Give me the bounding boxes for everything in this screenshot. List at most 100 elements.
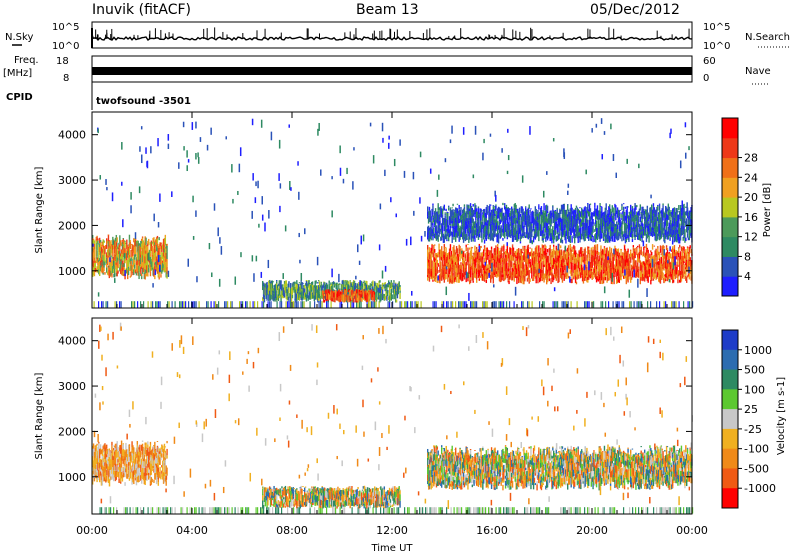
- echo-cell: [608, 226, 610, 233]
- echo-cell: [153, 242, 155, 247]
- echo-cell: [605, 234, 607, 238]
- echo-cell: [162, 238, 165, 247]
- echo-cell: [652, 203, 655, 207]
- echo-cell: [530, 266, 532, 274]
- echo-cell: [347, 290, 349, 292]
- echo-cell: [455, 217, 457, 223]
- echo-cell: [644, 270, 647, 278]
- echo-cell: [649, 207, 651, 209]
- echo-cell: [281, 301, 283, 308]
- echo-cell: [536, 215, 538, 221]
- echo-cell: [364, 295, 366, 299]
- echo-cell: [559, 227, 561, 236]
- echo-cell: [567, 260, 570, 266]
- echo-cell: [491, 213, 494, 222]
- echo-cell: [431, 229, 433, 237]
- echo-cell: [595, 246, 597, 251]
- echo-cell: [660, 263, 663, 267]
- echo-cell: [563, 252, 565, 257]
- echo-cell: [504, 211, 507, 218]
- echo-cell: [269, 279, 271, 284]
- echo-cell: [350, 301, 352, 308]
- echo-cell: [354, 295, 356, 303]
- echo-cell: [616, 221, 618, 224]
- echo-cell: [515, 264, 517, 273]
- echo-cell: [120, 301, 122, 308]
- echo-cell: [508, 212, 510, 221]
- echo-cell: [672, 250, 675, 257]
- echo-cell: [564, 229, 566, 237]
- echo-cell: [664, 260, 666, 268]
- echo-cell: [615, 301, 617, 308]
- echo-cell: [511, 261, 513, 268]
- echo-cell: [165, 267, 167, 272]
- echo-cell: [544, 235, 546, 239]
- echo-cell: [471, 247, 474, 249]
- echo-cell: [637, 254, 639, 258]
- echo-cell: [557, 232, 559, 238]
- echo-cell: [441, 225, 444, 234]
- echo-cell: [597, 259, 600, 264]
- echo-cell: [663, 212, 665, 218]
- echo-cell: [123, 263, 125, 267]
- echo-cell: [319, 299, 322, 303]
- echo-cell: [634, 214, 636, 218]
- echo-cell: [436, 236, 439, 240]
- echo-cell: [365, 280, 367, 283]
- echo-cell: [114, 237, 117, 242]
- echo-cell: [485, 279, 488, 284]
- echo-cell: [96, 250, 98, 257]
- echo-cell: [469, 211, 471, 215]
- echo-cell: [158, 237, 160, 241]
- echo-cell: [590, 238, 593, 242]
- echo-cell: [371, 293, 373, 301]
- echo-cell: [464, 212, 467, 217]
- echo-cell: [509, 208, 511, 210]
- echo-cell: [562, 258, 565, 263]
- echo-cell: [367, 285, 370, 290]
- echo-cell: [128, 268, 131, 271]
- echo-cell: [531, 225, 533, 234]
- echo-cell: [614, 236, 616, 242]
- echo-cell: [464, 267, 467, 271]
- echo-cell: [376, 289, 379, 293]
- echo-cell: [576, 301, 578, 308]
- echo-cell: [601, 206, 603, 214]
- echo-cell: [542, 255, 544, 261]
- echo-cell: [120, 253, 123, 259]
- echo-cell: [504, 203, 506, 206]
- echo-cell: [634, 217, 636, 220]
- echo-cell: [327, 293, 329, 301]
- echo-cell: [656, 236, 658, 241]
- echo-cell: [632, 229, 635, 232]
- freq-top: 18: [56, 56, 69, 67]
- echo-cell: [337, 291, 340, 298]
- echo-cell: [392, 285, 394, 291]
- echo-cell: [542, 260, 544, 268]
- echo-cell: [153, 239, 155, 243]
- echo-cell: [335, 293, 337, 298]
- echo-cell: [637, 222, 640, 228]
- echo-cell: [113, 265, 116, 271]
- nsearch-label: N.Search: [745, 32, 790, 43]
- echo-cell: [676, 252, 678, 255]
- echo-cell: [587, 203, 589, 211]
- echo-cell: [509, 216, 511, 220]
- echo-cell: [592, 214, 594, 217]
- echo-cell: [272, 290, 274, 294]
- echo-cell: [623, 215, 626, 224]
- echo-cell: [163, 238, 166, 245]
- echo-cell: [664, 225, 666, 228]
- echo-cell: [134, 246, 137, 255]
- echo-cell: [328, 280, 330, 284]
- echo-cell: [162, 244, 164, 251]
- echo-cell: [686, 247, 689, 251]
- echo-cell: [483, 209, 485, 212]
- echo-cell: [564, 272, 566, 276]
- echo-cell: [389, 293, 392, 301]
- echo-cell: [628, 258, 630, 263]
- echo-cell: [329, 286, 331, 294]
- echo-cell: [665, 213, 668, 220]
- echo-cell: [556, 249, 558, 251]
- echo-cell: [105, 301, 107, 308]
